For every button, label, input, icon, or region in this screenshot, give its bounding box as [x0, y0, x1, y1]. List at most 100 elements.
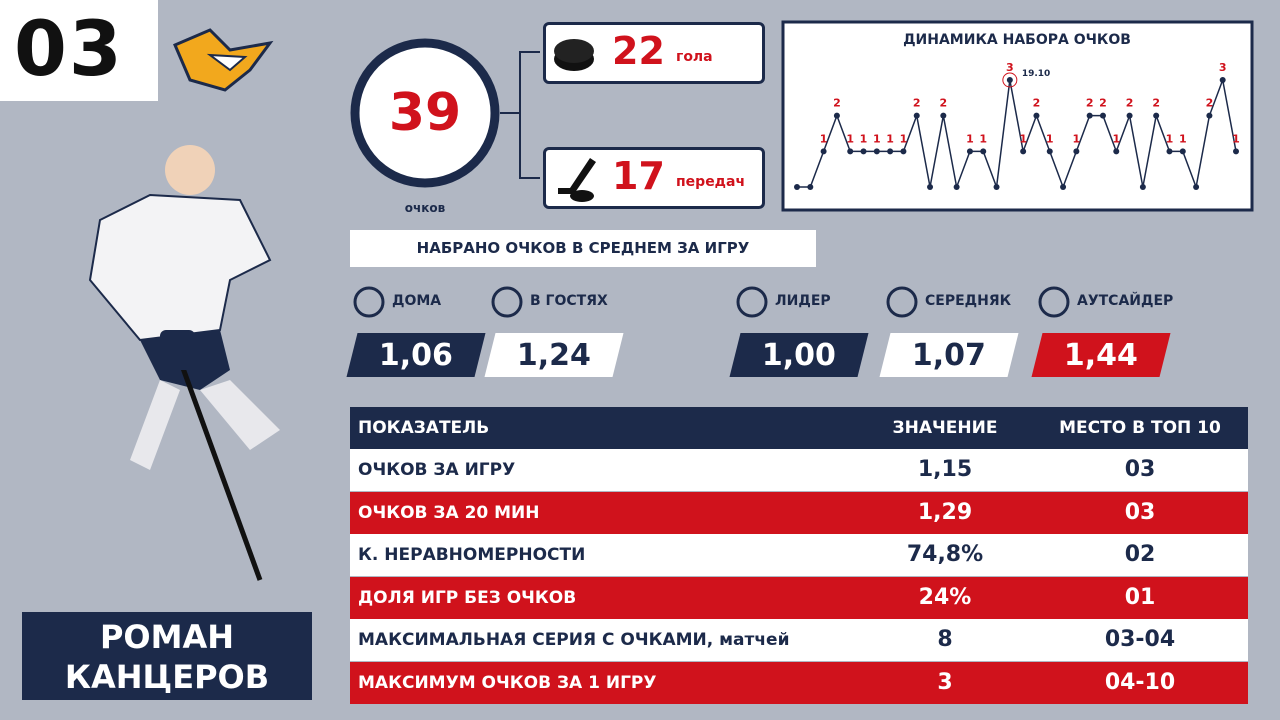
point: [1006, 77, 1013, 83]
point: [1179, 148, 1186, 155]
data-label: 2: [1126, 97, 1134, 110]
point: [1193, 184, 1200, 190]
point: [847, 148, 854, 155]
data-label: 2: [1152, 97, 1160, 110]
data-label: 2: [1206, 97, 1214, 110]
point: [1206, 112, 1213, 119]
points-total: 39: [389, 83, 461, 143]
averages-title: НАБРАНО ОЧКОВ В СРЕДНЕМ ЗА ИГРУ: [350, 230, 816, 267]
data-label: 3: [1006, 61, 1014, 74]
data-label: 1: [1112, 132, 1120, 145]
point: [860, 148, 867, 155]
table-cell: 02: [1124, 542, 1156, 567]
table-cell: МАКСИМАЛЬНАЯ СЕРИЯ С ОЧКАМИ, матчей: [358, 630, 790, 650]
point: [1113, 148, 1120, 155]
point: [1020, 148, 1027, 155]
data-label: 1: [860, 132, 868, 145]
table-cell: К. НЕРАВНОМЕРНОСТИ: [358, 545, 586, 565]
header-cell: ПОКАЗАТЕЛЬ: [358, 418, 490, 438]
average-label: СЕРЕДНЯК: [925, 293, 1012, 309]
data-label: 1: [886, 132, 894, 145]
data-label: 1: [1179, 132, 1187, 145]
header-cell: ЗНАЧЕНИЕ: [892, 418, 998, 438]
assists-label: передач: [676, 174, 746, 190]
table-cell: 3: [937, 669, 953, 695]
data-label: 1: [846, 132, 854, 145]
table-cell: МАКСИМУМ ОЧКОВ ЗА 1 ИГРУ: [358, 672, 657, 693]
goals-box: 22 гола: [543, 22, 765, 84]
icon-shape: [886, 286, 918, 318]
point: [1073, 148, 1080, 155]
table-row: ДОЛЯ ИГР БЕЗ ОЧКОВ 24% 01: [350, 576, 1248, 619]
chart-title: ДИНАМИКА НАБОРА ОЧКОВ: [903, 32, 1131, 48]
data-label: 2: [1033, 97, 1041, 110]
table-cell: 8: [937, 627, 953, 652]
average-value: 1,44: [1063, 337, 1139, 373]
point: [927, 184, 934, 190]
point: [820, 148, 827, 155]
average-box: 1,44: [1031, 333, 1171, 377]
totals-graphic: 39 очков: [350, 38, 540, 215]
average-value: 1,06: [378, 337, 454, 373]
table-row: МАКСИМАЛЬНАЯ СЕРИЯ С ОЧКАМИ, матчей 8 03-0…: [350, 619, 1248, 661]
point: [1046, 148, 1053, 155]
table-row: К. НЕРАВНОМЕРНОСТИ 74,8% 02: [350, 534, 1248, 576]
point: [873, 148, 880, 155]
average-label: АУТСАЙДЕР: [1077, 293, 1174, 309]
stick-icon: [558, 158, 596, 202]
table-row: ОЧКОВ ЗА 20 МИН 1,29 03: [350, 491, 1248, 534]
icon-shape: [736, 286, 768, 318]
annotation: 19.10: [1022, 69, 1050, 79]
point: [953, 184, 960, 190]
point: [1219, 77, 1226, 83]
data-label: 1: [1166, 132, 1174, 145]
icon-shape: [491, 286, 523, 318]
table-row: МАКСИМУМ ОЧКОВ ЗА 1 ИГРУ 3 04-10: [350, 661, 1248, 704]
average-box: 1,24: [484, 333, 624, 377]
average-box: 1,00: [729, 333, 869, 377]
table-cell: ОЧКОВ ЗА ИГРУ: [358, 460, 516, 480]
average-icon: [886, 286, 918, 318]
point: [1166, 148, 1173, 155]
table-cell: 01: [1124, 584, 1156, 610]
data-label: 1: [1046, 132, 1054, 145]
average-label: ДОМА: [392, 293, 442, 309]
point: [913, 112, 920, 119]
data-label: 2: [913, 97, 921, 110]
average-icon: [491, 286, 523, 318]
point: [940, 112, 947, 119]
table-row: ОЧКОВ ЗА ИГРУ 1,15 03: [350, 449, 1248, 491]
point: [794, 184, 800, 190]
point: [1139, 184, 1146, 190]
point: [833, 112, 840, 119]
number-box: 03: [0, 0, 158, 101]
table-cell: ОЧКОВ ЗА 20 МИН: [358, 502, 540, 523]
icon-shape: [1038, 286, 1070, 318]
table-cell: 04-10: [1104, 669, 1176, 695]
line: [797, 77, 1237, 190]
average-icon: [1038, 286, 1070, 318]
points-label: очков: [405, 201, 446, 215]
point: [980, 148, 987, 155]
data-label: 2: [1099, 97, 1107, 110]
average-icon: [736, 286, 768, 318]
average-label: В ГОСТЯХ: [530, 293, 608, 309]
icon-shape: [353, 286, 385, 318]
player-number: 03: [14, 4, 124, 93]
assists-value: 17: [612, 154, 665, 198]
table-cell: 24%: [918, 584, 972, 610]
average-box: 1,07: [879, 333, 1019, 377]
table-cell: 74,8%: [906, 542, 984, 567]
point: [1153, 112, 1160, 119]
point: [993, 184, 1000, 190]
average-value: 1,07: [911, 337, 987, 373]
data-label: 2: [940, 97, 948, 110]
name-box: РОМАН КАНЦЕРОВ: [22, 612, 312, 700]
point: [1033, 112, 1040, 119]
average-box: 1,06: [346, 333, 486, 377]
table-cell: 03: [1124, 499, 1156, 525]
player-first-name: РОМАН: [99, 618, 235, 656]
player-last-name: КАНЦЕРОВ: [64, 658, 270, 696]
